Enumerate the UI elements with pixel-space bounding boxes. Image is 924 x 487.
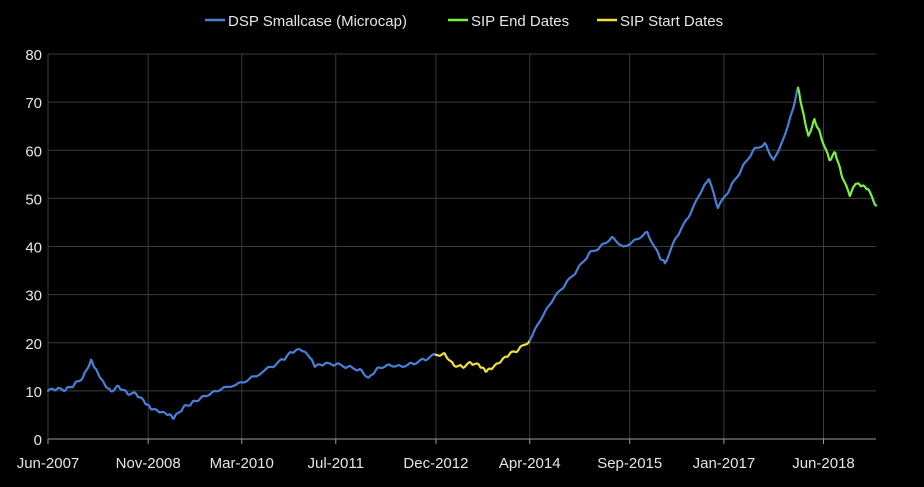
- legend: DSP Smallcase (Microcap) SIP End Dates SIP…: [205, 13, 723, 30]
- legend-label: DSP Smallcase (Microcap): [228, 13, 407, 30]
- series-line-sip-start-dates: [434, 339, 531, 373]
- x-tick-label: Apr-2014: [499, 455, 561, 472]
- y-tick-label: 70: [25, 95, 42, 112]
- x-tick-label: Sep-2015: [597, 455, 662, 472]
- legend-label: SIP Start Dates: [620, 13, 723, 30]
- y-tick-label: 50: [25, 191, 42, 208]
- series-lines: [46, 86, 878, 420]
- x-tick-label: Jan-2017: [693, 455, 756, 472]
- series-line-dsp-smallcase-microcap: [46, 348, 437, 420]
- x-tick-label: Dec-2012: [403, 455, 468, 472]
- legend-label: SIP End Dates: [471, 13, 569, 30]
- x-tick-label: Nov-2008: [116, 455, 181, 472]
- series-line-dsp-smallcase-microcap: [528, 86, 800, 342]
- y-tick-label: 0: [34, 432, 42, 449]
- gridlines: [47, 53, 876, 440]
- x-tick-label: Jun-2007: [17, 455, 80, 472]
- y-tick-label: 20: [25, 336, 42, 353]
- x-tick-label: Jul-2011: [308, 455, 364, 472]
- x-tick-label: Jun-2018: [792, 455, 855, 472]
- y-tick-label: 80: [25, 47, 42, 64]
- x-tick-label: Mar-2010: [210, 455, 274, 472]
- y-tick-label: 60: [25, 143, 42, 160]
- y-tick-label: 30: [25, 288, 42, 305]
- y-tick-label: 40: [25, 240, 42, 257]
- axes: 0 10 20 30 40 50 60 70 80 Jun-2007 Nov-2008 Mar-201…: [17, 47, 876, 472]
- y-tick-label: 10: [25, 384, 42, 401]
- series-line-sip-end-dates: [796, 86, 878, 207]
